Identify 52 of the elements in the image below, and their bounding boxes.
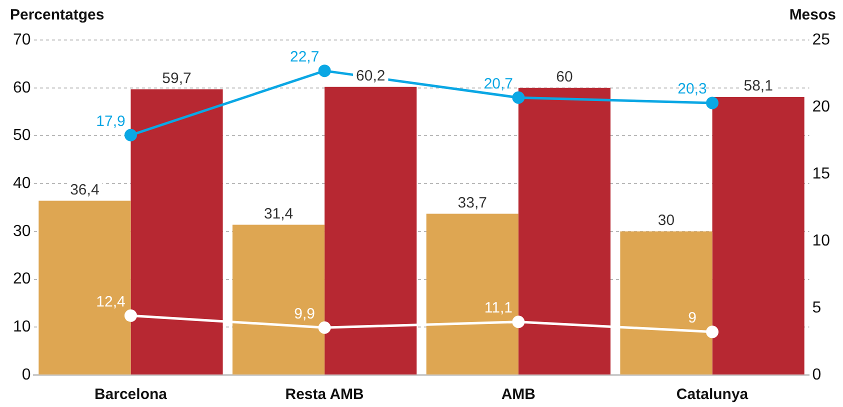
data-label: 58,1 [744, 78, 773, 95]
point [706, 96, 719, 110]
point [318, 321, 331, 334]
data-label: 33,7 [458, 194, 487, 212]
data-label: 59,7 [162, 70, 192, 87]
point [318, 64, 331, 78]
point [124, 128, 137, 142]
y-tick-label: 10 [13, 318, 31, 336]
data-label: 9,9 [294, 305, 316, 322]
point [706, 326, 719, 338]
y-axis-title: Percentatges [10, 6, 104, 24]
bar [232, 224, 325, 374]
data-label: 9 [688, 310, 696, 327]
point [512, 91, 525, 104]
data-label: 30 [658, 212, 675, 230]
point [124, 309, 137, 322]
bar [712, 96, 804, 374]
y2-axis-title: Mesos [789, 6, 836, 24]
x-tick-label: Resta AMB [285, 386, 364, 404]
y2-tick-label: 25 [812, 31, 830, 48]
data-label: 20,3 [678, 80, 707, 98]
y2-tick-label: 0 [812, 366, 822, 384]
y-tick-label: 50 [13, 127, 31, 144]
data-label: 11,1 [484, 300, 512, 317]
y-tick-label: 60 [13, 79, 31, 96]
data-label: 17,9 [96, 112, 126, 130]
data-label: 60 [556, 68, 573, 86]
x-tick-label: AMB [501, 386, 536, 404]
bar [130, 89, 223, 374]
y-tick-label: 20 [13, 270, 31, 288]
data-label: 36,4 [70, 181, 100, 198]
x-tick-label: Catalunya [676, 386, 749, 404]
bar [620, 231, 712, 374]
data-label: 12,4 [96, 293, 126, 310]
y-tick-label: 70 [13, 31, 31, 48]
y2-tick-label: 5 [812, 299, 822, 316]
y2-tick-label: 15 [812, 165, 830, 182]
bar [426, 214, 518, 374]
y-tick-label: 0 [22, 366, 31, 384]
y2-tick-label: 20 [812, 98, 830, 116]
x-tick-label: Barcelona [94, 386, 168, 404]
bar [324, 86, 417, 374]
data-label: 20,7 [484, 75, 514, 92]
y2-tick-label: 10 [812, 232, 830, 250]
bar [38, 200, 131, 374]
y-tick-label: 30 [13, 222, 31, 240]
data-label: 22,7 [290, 48, 320, 66]
point [512, 316, 525, 328]
y-tick-label: 40 [13, 174, 31, 192]
data-label: 60,2 [356, 68, 386, 85]
bar [518, 88, 611, 374]
data-label: 31,4 [264, 205, 294, 222]
